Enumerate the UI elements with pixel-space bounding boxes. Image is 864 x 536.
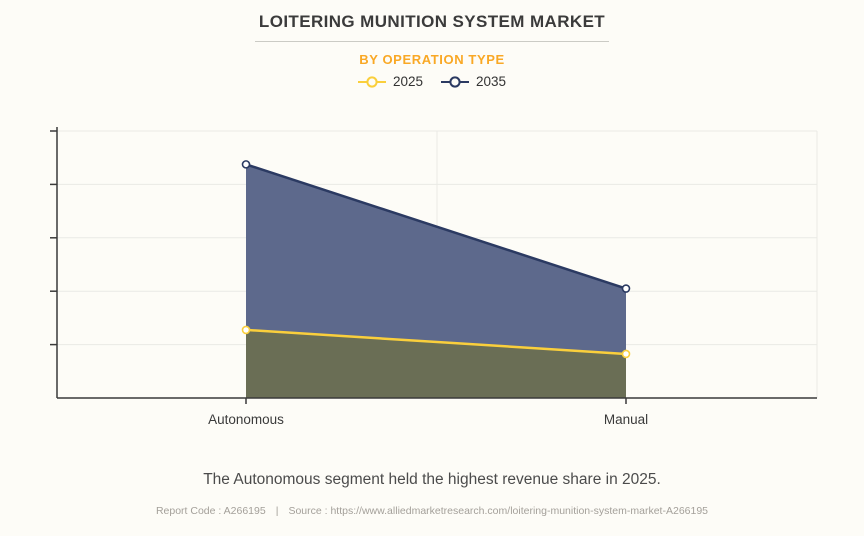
legend-marker-2025-icon [357,75,386,88]
chart-summary-text: The Autonomous segment held the highest … [203,471,661,488]
legend-item-2025[interactable]: 2025 [357,74,423,89]
area-2025-overlap [246,329,626,398]
report-code: Report Code : A266195 [155,505,266,517]
marker-2025-autonomous [241,325,251,335]
legend-item-2035[interactable]: 2035 [441,74,506,89]
area-chart-svg [50,127,818,404]
report-separator: | [275,505,279,517]
marker-2035-manual [621,284,631,293]
report-source: Source : https://www.alliedmarketresearc… [288,505,709,517]
chart-subtitle: BY OPERATION TYPE [359,52,505,67]
line-2025 [245,328,627,356]
legend-label-2025: 2025 [392,74,423,89]
x-axis-label-manual: Manual [603,412,649,427]
chart-area [0,110,864,440]
report-source-line: Report Code : A266195 | Source : https://w… [0,505,864,517]
marker-2025-manual [621,349,631,359]
legend-label-2035: 2035 [476,74,507,89]
legend: 2025 2035 [0,74,864,89]
chart-title: LOITERING MUNITION SYSTEM MARKET [254,12,610,42]
chart-header: LOITERING MUNITION SYSTEM MARKET BY OPER… [0,12,864,89]
line-2035 [245,163,627,290]
marker-2035-autonomous [241,160,251,169]
legend-marker-2035-icon [441,75,469,88]
x-axis-label-autonomous: Autonomous [208,412,284,427]
